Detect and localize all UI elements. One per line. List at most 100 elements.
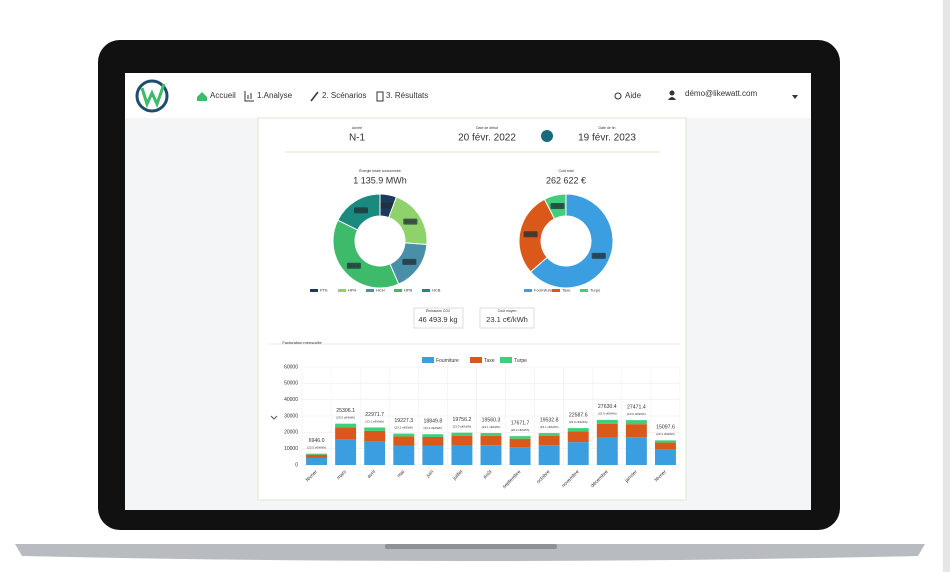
bar-segment [509, 447, 531, 465]
y-tick-label: 50000 [284, 381, 298, 387]
bar-total: 18849.8 [423, 419, 442, 425]
bar-segment [364, 430, 386, 442]
y-tick-label: 20000 [284, 430, 298, 436]
y-tick-label: 60000 [284, 364, 298, 370]
nav-user[interactable]: démo@likewatt.com [685, 89, 757, 98]
bar-segment [625, 420, 647, 425]
bar-segment [596, 419, 618, 424]
legend-label: Turpe [590, 288, 601, 293]
slice-label-bg [591, 252, 606, 259]
legend-swatch [394, 289, 402, 292]
bar-segment [364, 427, 386, 431]
legend-swatch [310, 289, 318, 292]
bar-unit: (23.1 c€/kWh) [540, 425, 559, 429]
bar-total: 19560.3 [482, 417, 501, 423]
legend-label: Taxe [562, 288, 571, 293]
legend-label: HCB [432, 288, 441, 293]
dropdown-arrow[interactable] [792, 95, 798, 99]
slice-label: 17.7 % [356, 209, 367, 213]
bar-unit: (23.2 c€/kWh) [394, 425, 413, 429]
legend-swatch [552, 289, 560, 292]
x-tick-label: avril [366, 469, 377, 480]
donut-slice [529, 193, 614, 289]
legend-label: Turpe [514, 358, 527, 364]
legend-swatch [500, 357, 512, 363]
bar-unit: (23.0 c€/kWh) [627, 412, 646, 416]
y-tick-label: 30000 [284, 413, 298, 419]
nav-item[interactable]: 2. Scénarios [322, 91, 366, 100]
bar-segment [364, 441, 386, 465]
x-tick-label: mai [396, 469, 406, 479]
bar-segment [654, 440, 676, 443]
bar-total: 15097.6 [656, 425, 675, 431]
bar-segment [538, 435, 560, 446]
stat-value: 46 493.9 kg [418, 315, 457, 324]
bar-unit: (23.3 c€/kWh) [656, 432, 675, 436]
bar-segment [567, 428, 589, 432]
slice-label: 28.8 % [525, 232, 536, 236]
bar-unit: (23.0 c€/kWh) [453, 425, 472, 429]
slice-label-bg [523, 231, 538, 238]
collapse-icon[interactable] [270, 415, 278, 420]
bar-segment [625, 437, 647, 465]
legend-label: HCH [376, 288, 385, 293]
slice-label: 38.8 % [348, 264, 359, 268]
x-tick-label: juin [425, 469, 436, 480]
edge [943, 0, 950, 572]
laptop-notch [385, 544, 557, 549]
bar-segment [654, 449, 676, 465]
slice-label: 20.5 % [405, 220, 416, 224]
bar-unit: (23.5 c€/kWh) [307, 445, 326, 449]
bar-total: 19756.2 [453, 417, 472, 423]
bar-total: 22971.7 [365, 412, 384, 418]
donut-title: Coût total [559, 169, 574, 173]
stat-box [413, 307, 464, 329]
bar-segment [596, 437, 618, 465]
section-title[interactable]: Facturation mensuelle [282, 340, 322, 345]
bar-segment [480, 433, 502, 436]
bar-segment [393, 445, 415, 465]
bar-segment [625, 424, 647, 438]
period-icon[interactable] [541, 130, 553, 142]
logo [135, 79, 169, 113]
bar-segment [451, 435, 473, 445]
period-label: Année [352, 126, 362, 130]
bar-unit: (23.0 c€/kWh) [336, 415, 355, 419]
period-value[interactable]: 20 févr. 2022 [458, 133, 516, 144]
bar-unit: (23.1 c€/kWh) [482, 425, 501, 429]
legend-swatch [422, 289, 430, 292]
user-icon-body [668, 97, 676, 100]
bar-segment [480, 435, 502, 446]
stat-value: 23.1 c€/kWh [486, 315, 528, 324]
period-value[interactable]: N-1 [349, 133, 366, 144]
stat-box [479, 307, 535, 329]
donut-total: 262 622 € [546, 175, 586, 185]
slice-label-bg [346, 262, 361, 269]
bar-total: 19532.8 [540, 417, 559, 423]
legend-label: Fourniture [534, 288, 553, 293]
bar-segment [422, 445, 444, 465]
bar-total: 27630.4 [598, 404, 617, 410]
bar-segment [538, 445, 560, 465]
nav-item[interactable]: 1.Analyse [257, 91, 293, 100]
bar-unit: (23.2 c€/kWh) [424, 426, 443, 430]
slice-label: 63.6 % [593, 254, 604, 258]
analyse-icon [244, 91, 254, 102]
bar-segment [480, 445, 502, 465]
bar-segment [393, 436, 415, 446]
bar-segment [422, 436, 444, 446]
nav-item[interactable]: 3. Résultats [386, 91, 428, 100]
nav-help[interactable]: Aide [625, 91, 642, 100]
bar-segment [335, 427, 357, 440]
donut-total: 1 135.9 MWh [353, 175, 407, 185]
period-value[interactable]: 19 févr. 2023 [578, 133, 636, 144]
donut-slice [332, 219, 400, 289]
slice-label-bg [550, 203, 565, 210]
bar-segment [393, 433, 415, 437]
bar-segment [654, 442, 676, 450]
nav-item[interactable]: Accueil [210, 91, 236, 100]
legend-swatch [580, 289, 588, 292]
bar-unit: (23.0 c€/kWh) [569, 420, 588, 424]
scenario-icon [310, 91, 319, 102]
